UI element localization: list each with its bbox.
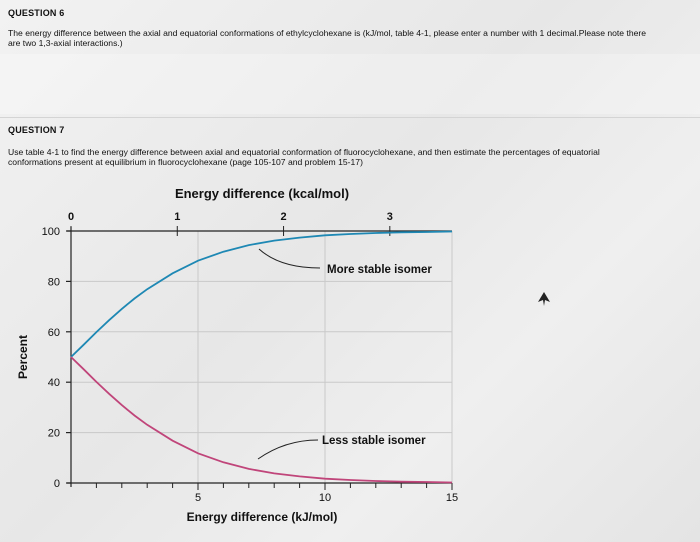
question-6-text-line2: are two 1,3-axial interactions.) [8,38,123,48]
question-6-header: QUESTION 6 [8,8,65,18]
question-7-header: QUESTION 7 [8,125,65,135]
question-6-answer-area[interactable] [0,54,700,114]
question-divider [0,117,700,118]
top-x-tick-label: 2 [280,211,286,223]
y-tick-label: 20 [48,428,60,440]
question-7-text-line2: conformations present at equilibrium in … [8,157,363,167]
x-axis-label: Energy difference (kJ/mol) [187,510,338,524]
top-x-tick-label: 1 [174,211,180,223]
y-tick-label: 0 [54,478,60,490]
y-tick-label: 80 [48,276,60,288]
series-line-1 [70,356,453,484]
top-x-tick-label: 3 [387,211,393,223]
mouse-pointer-icon [538,292,550,306]
x-tick-label: 10 [319,492,331,504]
x-tick-label: 5 [195,492,201,504]
series-label: Less stable isomer [322,435,426,447]
y-tick-label: 100 [42,226,60,238]
y-tick-label: 40 [48,377,60,389]
question-6-text-line1: The energy difference between the axial … [8,28,647,38]
top-x-tick-label: 0 [68,211,74,223]
y-axis-label: Percent [16,335,30,379]
series-line-0 [70,230,453,358]
chart-title: Energy difference (kcal/mol) [175,186,349,201]
question-7-text-line1: Use table 4-1 to find the energy differe… [8,147,600,157]
x-tick-label: 15 [446,492,458,504]
y-tick-label: 60 [48,327,60,339]
series-label: More stable isomer [327,264,432,276]
leader-line [258,248,321,269]
leader-line [257,439,319,460]
